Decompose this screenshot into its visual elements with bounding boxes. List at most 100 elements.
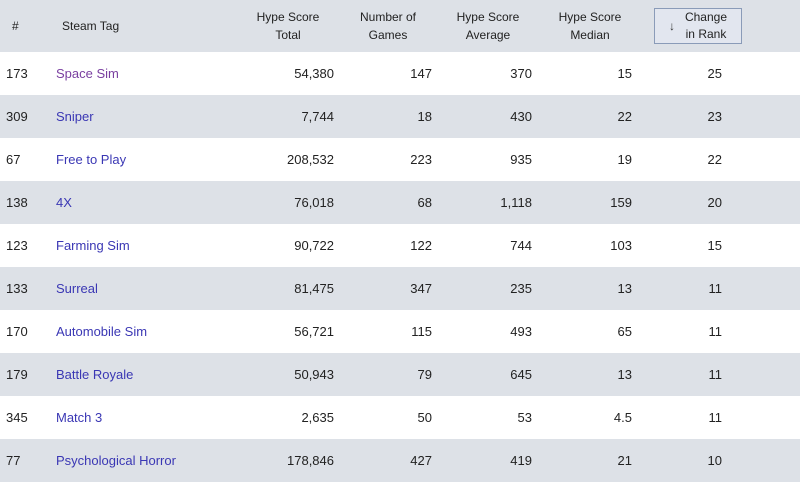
tag-cell: Battle Royale xyxy=(52,367,250,382)
sort-change-in-rank-button[interactable]: ↓ Change in Rank xyxy=(654,8,742,44)
tag-link[interactable]: Free to Play xyxy=(56,152,127,167)
table-row: 309 Sniper 7,744 18 430 22 23 xyxy=(0,95,800,138)
average-cell: 744 xyxy=(510,238,532,253)
median-cell: 4.5 xyxy=(613,410,632,425)
average-cell: 430 xyxy=(510,109,532,124)
rank-cell: 170 xyxy=(6,324,28,339)
median-cell: 65 xyxy=(617,324,632,339)
change-cell: 20 xyxy=(707,195,722,210)
games-cell: 347 xyxy=(410,281,432,296)
header-steam-tag[interactable]: Steam Tag xyxy=(62,19,120,33)
total-cell: 50,943 xyxy=(294,367,334,382)
average-cell: 935 xyxy=(510,152,532,167)
total-cell: 81,475 xyxy=(294,281,334,296)
tag-cell: Match 3 xyxy=(52,410,250,425)
arrow-down-icon: ↓ xyxy=(668,18,675,33)
table-row: 123 Farming Sim 90,722 122 744 103 15 xyxy=(0,224,800,267)
median-cell: 15 xyxy=(617,66,632,81)
tag-link[interactable]: Battle Royale xyxy=(56,367,134,382)
rank-cell: 138 xyxy=(6,195,28,210)
table-row: 173 Space Sim 54,380 147 370 15 25 xyxy=(0,52,800,95)
rank-cell: 133 xyxy=(6,281,28,296)
games-cell: 122 xyxy=(410,238,432,253)
median-cell: 19 xyxy=(617,152,632,167)
total-cell: 208,532 xyxy=(287,152,334,167)
table-row: 138 4X 76,018 68 1,118 159 20 xyxy=(0,181,800,224)
average-cell: 53 xyxy=(517,410,532,425)
tag-link[interactable]: Automobile Sim xyxy=(56,324,148,339)
change-cell: 11 xyxy=(708,324,723,339)
games-cell: 50 xyxy=(417,410,432,425)
tag-link[interactable]: Match 3 xyxy=(56,410,103,425)
games-cell: 147 xyxy=(410,66,432,81)
header-hype-score-total[interactable]: Hype Score Total xyxy=(256,10,320,42)
average-cell: 235 xyxy=(510,281,532,296)
rank-cell: 345 xyxy=(6,410,28,425)
average-cell: 370 xyxy=(510,66,532,81)
rank-cell: 179 xyxy=(6,367,28,382)
median-cell: 13 xyxy=(617,281,632,296)
median-cell: 159 xyxy=(610,195,632,210)
header-number-of-games[interactable]: Number of Games xyxy=(359,10,417,42)
header-change-in-rank-cell: ↓ Change in Rank xyxy=(632,0,760,52)
total-cell: 76,018 xyxy=(294,195,334,210)
tag-cell: Surreal xyxy=(52,281,250,296)
rank-cell: 123 xyxy=(6,238,28,253)
table-row: 170 Automobile Sim 56,721 115 493 65 11 xyxy=(0,310,800,353)
rank-cell: 77 xyxy=(6,453,21,468)
rank-cell: 173 xyxy=(6,66,28,81)
tag-link[interactable]: 4X xyxy=(56,195,72,210)
rank-cell: 309 xyxy=(6,109,28,124)
total-cell: 178,846 xyxy=(287,453,334,468)
change-cell: 22 xyxy=(707,152,722,167)
average-cell: 419 xyxy=(510,453,532,468)
total-cell: 7,744 xyxy=(301,109,334,124)
average-cell: 1,118 xyxy=(500,195,532,210)
table-row: 67 Free to Play 208,532 223 935 19 22 xyxy=(0,138,800,181)
games-cell: 79 xyxy=(417,367,432,382)
tag-link[interactable]: Psychological Horror xyxy=(56,453,176,468)
total-cell: 54,380 xyxy=(294,66,334,81)
table-header: # Steam Tag Hype Score Total Number of G… xyxy=(0,0,800,52)
tag-cell: Farming Sim xyxy=(52,238,250,253)
change-cell: 25 xyxy=(707,66,722,81)
games-cell: 18 xyxy=(417,109,432,124)
tag-cell: 4X xyxy=(52,195,250,210)
table-row: 179 Battle Royale 50,943 79 645 13 11 xyxy=(0,353,800,396)
change-cell: 11 xyxy=(708,367,723,382)
change-cell: 11 xyxy=(708,410,723,425)
games-cell: 427 xyxy=(410,453,432,468)
header-hype-score-median[interactable]: Hype Score Median xyxy=(558,10,622,42)
average-cell: 645 xyxy=(510,367,532,382)
table-row: 77 Psychological Horror 178,846 427 419 … xyxy=(0,439,800,482)
tag-cell: Free to Play xyxy=(52,152,250,167)
median-cell: 103 xyxy=(610,238,632,253)
rank-cell: 67 xyxy=(6,152,21,167)
total-cell: 90,722 xyxy=(294,238,334,253)
change-cell: 10 xyxy=(707,453,722,468)
median-cell: 13 xyxy=(617,367,632,382)
games-cell: 223 xyxy=(410,152,432,167)
change-cell: 11 xyxy=(708,281,723,296)
average-cell: 493 xyxy=(510,324,532,339)
tag-link[interactable]: Farming Sim xyxy=(56,238,130,253)
tag-cell: Space Sim xyxy=(52,66,250,81)
total-cell: 2,635 xyxy=(301,410,334,425)
games-cell: 68 xyxy=(417,195,432,210)
tag-cell: Automobile Sim xyxy=(52,324,250,339)
table-row: 345 Match 3 2,635 50 53 4.5 11 xyxy=(0,396,800,439)
total-cell: 56,721 xyxy=(294,324,334,339)
header-rank[interactable]: # xyxy=(12,19,19,33)
table-row: 133 Surreal 81,475 347 235 13 11 xyxy=(0,267,800,310)
header-hype-score-average[interactable]: Hype Score Average xyxy=(456,10,520,42)
tag-cell: Sniper xyxy=(52,109,250,124)
change-cell: 23 xyxy=(707,109,722,124)
tag-cell: Psychological Horror xyxy=(52,453,250,468)
tag-link[interactable]: Surreal xyxy=(56,281,98,296)
tag-link[interactable]: Space Sim xyxy=(56,66,119,81)
tag-link[interactable]: Sniper xyxy=(56,109,94,124)
median-cell: 22 xyxy=(617,109,632,124)
change-cell: 15 xyxy=(707,238,722,253)
median-cell: 21 xyxy=(617,453,632,468)
